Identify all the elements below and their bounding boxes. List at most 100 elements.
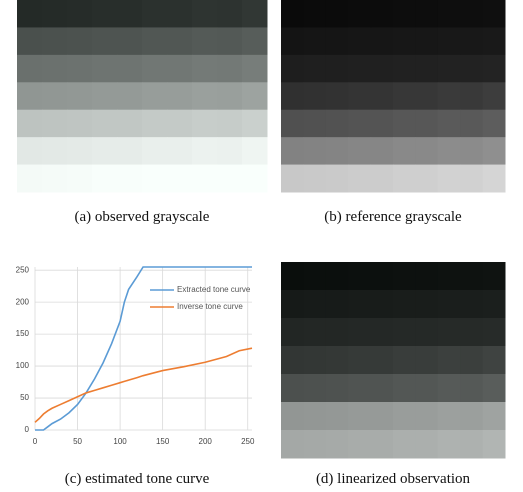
- patch: [303, 165, 326, 193]
- patch: [142, 137, 168, 165]
- patch: [393, 110, 416, 138]
- patch: [371, 402, 394, 431]
- patch: [303, 318, 326, 347]
- patch: [303, 55, 326, 83]
- patch: [415, 55, 438, 83]
- patch: [393, 430, 416, 459]
- patch: [371, 165, 394, 193]
- patch: [326, 137, 349, 165]
- patch: [192, 82, 218, 110]
- patch: [348, 290, 371, 319]
- patch: [92, 0, 118, 28]
- patch: [117, 0, 143, 28]
- patch: [438, 137, 461, 165]
- patch: [326, 374, 349, 403]
- patch: [303, 0, 326, 28]
- patch: [326, 0, 349, 28]
- caption: (b) reference grayscale: [324, 209, 462, 225]
- x-tick-label: 100: [113, 437, 127, 446]
- patch: [67, 137, 93, 165]
- patch: [117, 27, 143, 55]
- patch: [438, 430, 461, 459]
- patch: [167, 165, 193, 193]
- patch: [393, 318, 416, 347]
- patch: [348, 55, 371, 83]
- patch: [242, 27, 268, 55]
- patch: [483, 290, 506, 319]
- patch: [483, 0, 506, 28]
- patch: [371, 27, 394, 55]
- patch: [67, 27, 93, 55]
- patch: [17, 165, 43, 193]
- x-tick-label: 150: [156, 437, 170, 446]
- patch: [217, 82, 243, 110]
- reference-grayscale-image: [281, 0, 506, 193]
- patch: [460, 110, 483, 138]
- patch: [438, 27, 461, 55]
- patch: [438, 110, 461, 138]
- y-tick-label: 100: [16, 361, 30, 370]
- patch: [117, 165, 143, 193]
- patch: [242, 137, 268, 165]
- x-tick-label: 50: [73, 437, 82, 446]
- patch: [242, 55, 268, 83]
- patch: [217, 55, 243, 83]
- patch: [117, 137, 143, 165]
- patch: [142, 27, 168, 55]
- patch: [438, 402, 461, 431]
- patch: [371, 110, 394, 138]
- patch: [167, 0, 193, 28]
- patch: [483, 110, 506, 138]
- figure: 050100150200250050100150200250Extracted …: [0, 0, 523, 492]
- y-tick-label: 50: [20, 393, 29, 402]
- patch: [17, 0, 43, 28]
- patch: [483, 137, 506, 165]
- patch: [217, 110, 243, 138]
- patch: [281, 430, 304, 459]
- patch: [415, 0, 438, 28]
- patch: [483, 346, 506, 375]
- patch: [326, 430, 349, 459]
- patch: [67, 110, 93, 138]
- patch: [303, 346, 326, 375]
- patch: [460, 27, 483, 55]
- patch: [393, 374, 416, 403]
- patch: [281, 82, 304, 110]
- patch: [17, 137, 43, 165]
- patch: [438, 346, 461, 375]
- patch: [460, 290, 483, 319]
- patch: [281, 137, 304, 165]
- patch: [415, 290, 438, 319]
- patch: [483, 262, 506, 291]
- patch: [348, 262, 371, 291]
- patch: [242, 110, 268, 138]
- patch: [371, 290, 394, 319]
- patch: [415, 137, 438, 165]
- patch: [281, 165, 304, 193]
- patch: [142, 110, 168, 138]
- patch: [348, 0, 371, 28]
- patch: [415, 82, 438, 110]
- patch: [438, 290, 461, 319]
- patch: [371, 55, 394, 83]
- patch: [393, 82, 416, 110]
- patch: [326, 318, 349, 347]
- patch: [167, 110, 193, 138]
- patch: [167, 27, 193, 55]
- patch: [192, 27, 218, 55]
- patch: [326, 165, 349, 193]
- patch: [281, 0, 304, 28]
- patch: [415, 110, 438, 138]
- patch: [303, 290, 326, 319]
- patch: [281, 55, 304, 83]
- patch: [348, 110, 371, 138]
- patch: [415, 262, 438, 291]
- y-tick-label: 250: [16, 265, 30, 274]
- patch: [167, 55, 193, 83]
- patch: [281, 346, 304, 375]
- patch: [348, 318, 371, 347]
- caption: (d) linearized observation: [316, 471, 471, 487]
- patch: [371, 374, 394, 403]
- patch: [92, 27, 118, 55]
- patch: [460, 430, 483, 459]
